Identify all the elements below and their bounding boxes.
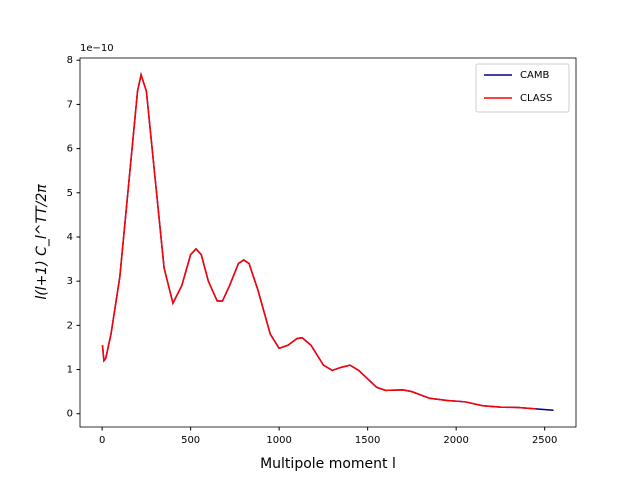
y-tick-label: 0 xyxy=(67,409,73,420)
y-tick-label: 4 xyxy=(67,232,73,243)
x-tick-label: 2500 xyxy=(532,435,557,446)
x-tick-label: 2000 xyxy=(443,435,468,446)
data-line xyxy=(101,71,536,410)
y-offset-label: 1e−10 xyxy=(80,43,114,54)
legend-label: CLASS xyxy=(520,93,552,104)
x-tick-label: 0 xyxy=(99,435,105,446)
axes-frame xyxy=(79,57,577,428)
y-tick-label: 6 xyxy=(67,144,73,155)
x-tick-label: 500 xyxy=(181,435,200,446)
legend-label: CAMB xyxy=(520,70,549,81)
y-tick-label: 1 xyxy=(67,365,73,376)
y-tick-label: 7 xyxy=(67,99,73,110)
x-axis-label: Multipole moment l xyxy=(260,456,396,472)
x-tick-label: 1500 xyxy=(355,435,380,446)
y-tick-label: 8 xyxy=(67,55,73,66)
legend-box xyxy=(475,63,570,113)
y-axis-label: l(l+1) C_l^TT/2π xyxy=(34,184,50,300)
y-tick-label: 2 xyxy=(67,320,73,331)
y-tick-label: 3 xyxy=(67,276,73,287)
y-tick-label: 5 xyxy=(67,188,73,199)
x-tick-label: 1000 xyxy=(266,435,291,446)
